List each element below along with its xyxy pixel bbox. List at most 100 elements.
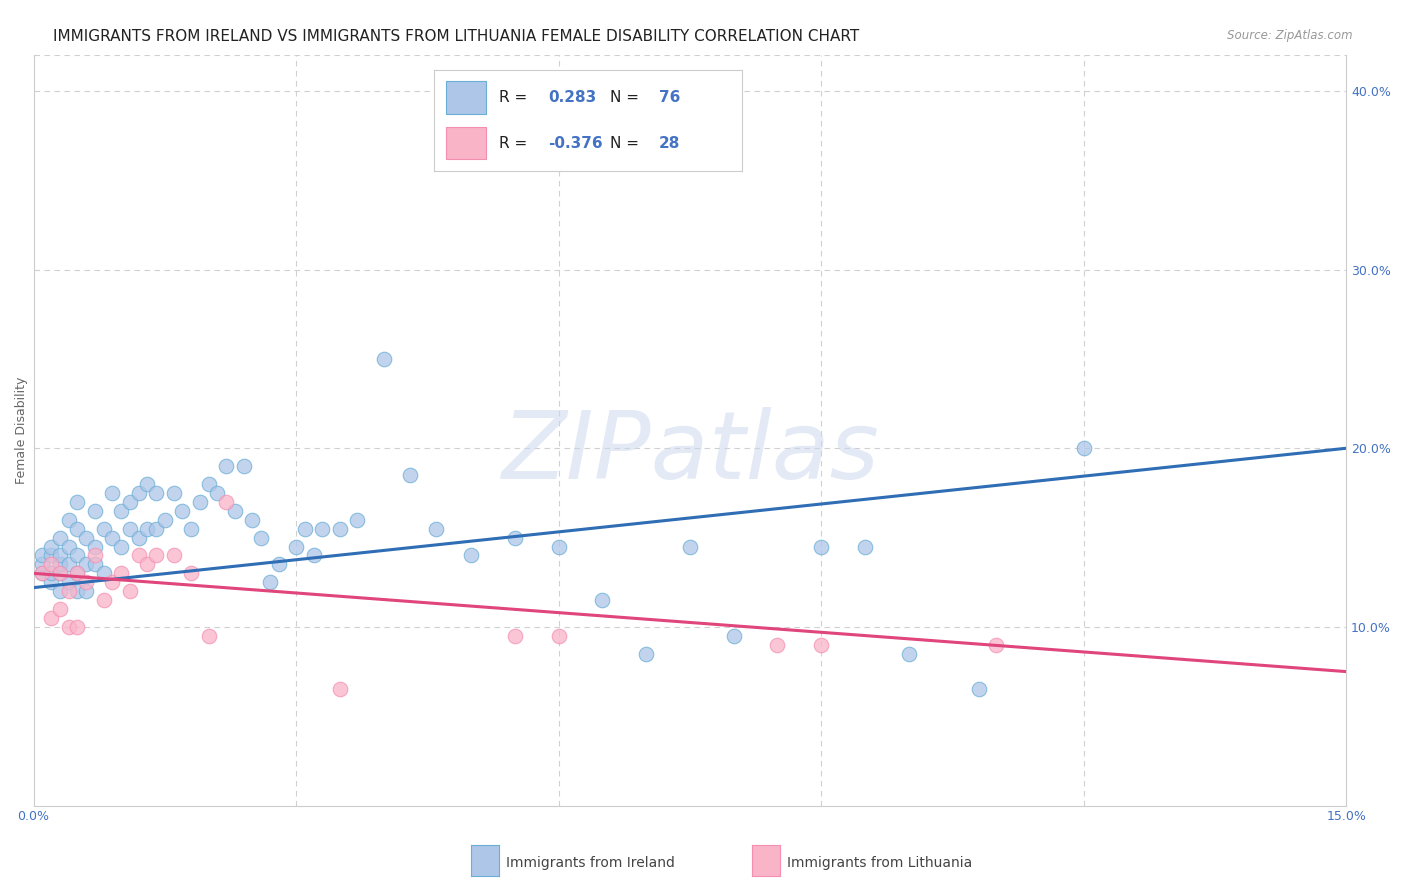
Point [101, 486, 124, 500]
Point [136, 558, 159, 572]
Point [547, 540, 569, 554]
Point [311, 522, 333, 536]
Point [128, 549, 150, 563]
Point [215, 459, 238, 474]
Point [83, 558, 105, 572]
Point [986, 638, 1008, 652]
Point [810, 540, 832, 554]
Text: ZIPatlas: ZIPatlas [501, 408, 879, 499]
Point [49, 531, 72, 545]
Point [591, 593, 613, 607]
Point [224, 504, 246, 518]
Point [128, 531, 150, 545]
Point [399, 468, 422, 483]
Point [101, 531, 124, 545]
Point [83, 549, 105, 563]
Point [75, 558, 97, 572]
Point [207, 486, 229, 500]
Point [145, 522, 167, 536]
Point [39, 575, 62, 590]
Point [66, 566, 89, 581]
Point [66, 620, 89, 634]
Point [145, 549, 167, 563]
Point [897, 647, 920, 661]
Point [302, 549, 325, 563]
Point [31, 558, 53, 572]
Text: Immigrants from Ireland: Immigrants from Ireland [506, 856, 675, 871]
Point [75, 575, 97, 590]
Point [180, 566, 202, 581]
Point [31, 566, 53, 581]
Y-axis label: Female Disability: Female Disability [15, 376, 28, 484]
Point [31, 549, 53, 563]
Point [373, 351, 395, 366]
Point [810, 638, 832, 652]
Point [259, 575, 281, 590]
Point [58, 558, 80, 572]
Point [31, 566, 53, 581]
Point [66, 566, 89, 581]
Point [240, 513, 263, 527]
Point [636, 647, 658, 661]
Point [83, 540, 105, 554]
Point [967, 682, 990, 697]
Point [75, 584, 97, 599]
Point [118, 522, 141, 536]
Point [58, 575, 80, 590]
Point [93, 566, 115, 581]
Point [66, 584, 89, 599]
Point [294, 522, 316, 536]
Point [853, 540, 876, 554]
Point [39, 549, 62, 563]
Point [232, 459, 254, 474]
Point [329, 522, 352, 536]
Text: Immigrants from Lithuania: Immigrants from Lithuania [787, 856, 973, 871]
Point [197, 477, 219, 491]
Point [66, 549, 89, 563]
Point [162, 549, 184, 563]
Point [75, 531, 97, 545]
Point [66, 495, 89, 509]
Point [180, 522, 202, 536]
Point [39, 566, 62, 581]
Point [346, 513, 368, 527]
Point [136, 522, 159, 536]
Point [723, 629, 745, 643]
Point [93, 593, 115, 607]
Point [110, 504, 132, 518]
Point [188, 495, 211, 509]
Point [110, 540, 132, 554]
Point [145, 486, 167, 500]
Point [58, 620, 80, 634]
Point [547, 629, 569, 643]
Point [267, 558, 290, 572]
Point [766, 638, 789, 652]
Text: Source: ZipAtlas.com: Source: ZipAtlas.com [1227, 29, 1353, 42]
Point [58, 584, 80, 599]
Point [503, 531, 526, 545]
Point [172, 504, 194, 518]
Point [39, 611, 62, 625]
Point [83, 504, 105, 518]
Point [110, 566, 132, 581]
Point [250, 531, 273, 545]
Text: IMMIGRANTS FROM IRELAND VS IMMIGRANTS FROM LITHUANIA FEMALE DISABILITY CORRELATI: IMMIGRANTS FROM IRELAND VS IMMIGRANTS FR… [53, 29, 859, 44]
Point [162, 486, 184, 500]
Point [329, 682, 352, 697]
Point [49, 602, 72, 616]
Point [118, 584, 141, 599]
Point [58, 540, 80, 554]
Point [49, 566, 72, 581]
Point [101, 575, 124, 590]
Point [460, 549, 482, 563]
Point [425, 522, 447, 536]
Point [1073, 442, 1095, 456]
Point [197, 629, 219, 643]
Point [128, 486, 150, 500]
Point [93, 522, 115, 536]
Point [49, 549, 72, 563]
Point [118, 495, 141, 509]
Point [49, 558, 72, 572]
Point [215, 495, 238, 509]
Point [39, 540, 62, 554]
